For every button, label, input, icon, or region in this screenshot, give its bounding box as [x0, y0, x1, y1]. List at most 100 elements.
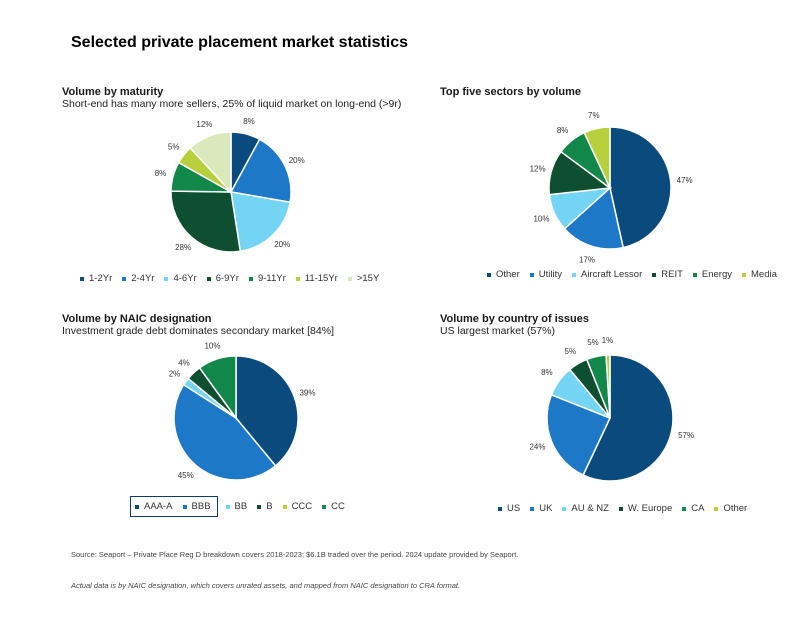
data-label-b: 4% — [178, 359, 190, 368]
legend-label: W. Europe — [627, 503, 673, 514]
legend-label: REIT — [661, 269, 683, 280]
legend-swatch — [322, 504, 327, 509]
page-title: Selected private placement market statis… — [71, 34, 409, 51]
legend-swatch — [487, 272, 491, 277]
legend-label: Utility — [538, 269, 562, 280]
legend-swatch — [164, 276, 169, 281]
legend-item-aaa-a: AAA-A — [135, 501, 173, 512]
legend-label: US — [507, 503, 521, 514]
legend-swatch — [529, 272, 534, 277]
legend-item-utility: Utility — [529, 269, 562, 280]
legend-label: 6-9Yr — [215, 273, 239, 284]
note-footnote: Actual data is by NAIC designation, whic… — [71, 581, 461, 590]
legend-item-1-2yr: 1-2Yr — [80, 273, 112, 284]
legend-item-uk: UK — [530, 503, 552, 514]
data-label-cc: 10% — [204, 342, 220, 351]
legend-swatch — [652, 272, 657, 277]
pie-slice-15y — [189, 131, 232, 194]
data-label-15y: 12% — [196, 120, 212, 129]
legend-label: Other — [496, 269, 520, 280]
chart-4-title: Volume by country of issues — [440, 313, 589, 325]
legend-swatch — [618, 506, 623, 511]
legend-label: 2-4Yr — [131, 273, 155, 284]
chart-1-legend: 1-2Yr 2-4Yr 4-6Yr 6-9Yr 9-11Yr 11-15Yr >15Y — [80, 273, 389, 284]
chart-1-title: Volume by maturity — [62, 86, 164, 98]
legend-item-media: Media — [742, 269, 777, 280]
legend-item-15y: >15Y — [347, 273, 380, 284]
data-label-uk: 24% — [529, 443, 545, 452]
legend-swatch — [206, 276, 211, 281]
legend-label: UK — [539, 503, 553, 514]
legend-item-cc: CC — [322, 501, 345, 512]
legend-item-bb: BB — [225, 501, 248, 512]
legend-swatch — [182, 504, 187, 509]
data-label-other: 47% — [677, 176, 693, 185]
pie-slice-media — [583, 126, 611, 189]
data-label-au-nz: 8% — [541, 368, 553, 377]
legend-label: 1-2Yr — [89, 273, 113, 284]
legend-label: >15Y — [356, 273, 380, 284]
legend-swatch — [714, 506, 719, 511]
legend-item-6-9yr: 6-9Yr — [206, 273, 239, 284]
legend-label: 9-11Yr — [257, 273, 286, 284]
legend-item-11-15yr: 11-15Yr — [295, 273, 338, 284]
legend-label: AU & NZ — [571, 503, 609, 514]
data-label-bbb: 45% — [178, 471, 194, 480]
data-label-reit: 12% — [530, 164, 546, 173]
chart-3-legend: AAA-A BBB BB B CCC CC — [130, 496, 355, 517]
legend-swatch — [282, 504, 287, 509]
data-label-2-4yr: 20% — [289, 156, 305, 165]
legend-item-aircraft-lessor: Aircraft Lessor — [572, 269, 642, 280]
chart-4-subtitle: US largest market (57%) — [440, 325, 555, 337]
data-label-aaa-a: 39% — [299, 388, 315, 397]
data-label-other: 1% — [602, 336, 614, 345]
legend-item-ca: CA — [682, 503, 704, 514]
pie-slice-us — [582, 354, 674, 482]
data-label-utility: 17% — [579, 255, 595, 264]
legend-item-bbb: BBB — [182, 501, 211, 512]
legend-item-9-11yr: 9-11Yr — [248, 273, 286, 284]
legend-label: AAA-A — [144, 501, 173, 512]
legend-item-w-europe: W. Europe — [618, 503, 673, 514]
legend-swatch — [498, 506, 502, 511]
pie-slice-bbb — [173, 383, 277, 481]
legend-label: CCC — [291, 501, 313, 512]
data-label-9-11yr: 8% — [155, 169, 167, 178]
data-label-energy: 8% — [557, 126, 569, 135]
pie-slice-cc — [198, 355, 237, 421]
legend-swatch — [122, 276, 127, 281]
legend-label: Other — [723, 503, 748, 514]
legend-label: Energy — [701, 269, 732, 280]
pie-slice-other — [605, 354, 611, 419]
data-label-ca: 5% — [587, 338, 599, 347]
legend-label: CC — [331, 501, 345, 512]
legend-label: BBB — [191, 501, 211, 512]
legend-swatch — [135, 504, 139, 509]
legend-item-energy: Energy — [692, 269, 732, 280]
pie-slice-4-6yr — [230, 191, 291, 253]
legend-swatch — [562, 506, 567, 511]
source-footnote: Source: Seaport – Private Place Reg D br… — [71, 550, 519, 559]
chart-3-subtitle: Investment grade debt dominates secondar… — [62, 325, 334, 337]
legend-label: CA — [691, 503, 705, 514]
legend-label: Aircraft Lessor — [581, 269, 643, 280]
data-label-aircraft-lessor: 10% — [533, 215, 549, 224]
data-label-w-europe: 5% — [565, 347, 577, 356]
legend-item-other: Other — [714, 503, 747, 514]
legend-label: BB — [234, 501, 248, 512]
legend-item-us: US — [498, 503, 520, 514]
data-label-bb: 2% — [169, 369, 181, 378]
legend-label: Media — [751, 269, 777, 280]
chart-4-legend: US UK AU & NZ W. Europe CA Other — [498, 503, 757, 514]
chart-1-subtitle: Short-end has many more sellers, 25% of … — [62, 98, 402, 110]
legend-swatch — [248, 276, 253, 281]
data-label-6-9yr: 28% — [175, 243, 191, 252]
legend-item-2-4yr: 2-4Yr — [122, 273, 154, 284]
pie-slice-utility — [563, 186, 625, 250]
data-label-1-2yr: 8% — [243, 117, 255, 126]
legend-label: 11-15Yr — [304, 273, 338, 284]
